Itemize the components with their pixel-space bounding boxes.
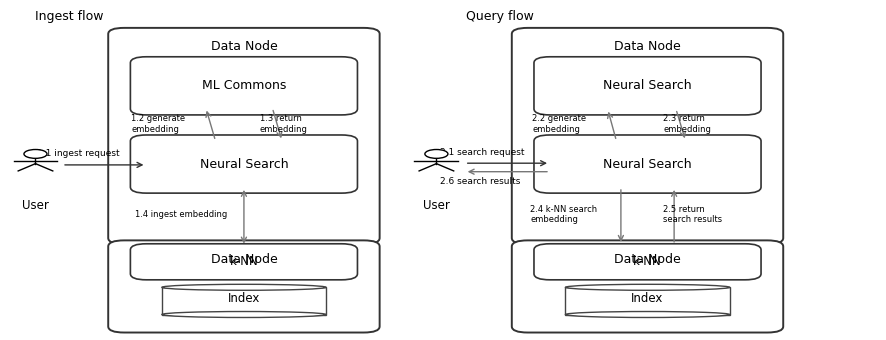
Text: 2.6 search results: 2.6 search results	[439, 177, 520, 186]
Text: k-NN: k-NN	[633, 255, 661, 268]
Text: Neural Search: Neural Search	[602, 157, 691, 171]
FancyBboxPatch shape	[533, 57, 760, 115]
FancyBboxPatch shape	[130, 57, 357, 115]
Circle shape	[424, 150, 447, 158]
FancyBboxPatch shape	[108, 28, 379, 244]
FancyBboxPatch shape	[533, 135, 760, 193]
Circle shape	[24, 150, 47, 158]
Text: Data Node: Data Node	[613, 253, 680, 266]
Text: 2.3 return
embedding: 2.3 return embedding	[663, 114, 711, 134]
Text: ML Commons: ML Commons	[201, 79, 286, 92]
Ellipse shape	[162, 284, 326, 290]
Text: Neural Search: Neural Search	[199, 157, 288, 171]
Text: Data Node: Data Node	[210, 40, 277, 53]
Ellipse shape	[565, 311, 728, 318]
Polygon shape	[565, 287, 728, 315]
Text: 2.1 search request: 2.1 search request	[439, 148, 524, 157]
Text: 1.2 generate
embedding: 1.2 generate embedding	[131, 114, 185, 134]
Text: 1.1 ingest request: 1.1 ingest request	[37, 149, 120, 158]
Ellipse shape	[162, 311, 326, 318]
Text: Ingest flow: Ingest flow	[35, 10, 104, 23]
Text: 2.2 generate
embedding: 2.2 generate embedding	[532, 114, 586, 134]
FancyBboxPatch shape	[130, 244, 357, 280]
FancyBboxPatch shape	[533, 244, 760, 280]
Text: 2.5 return
search results: 2.5 return search results	[663, 204, 722, 224]
FancyBboxPatch shape	[511, 240, 782, 333]
Text: Index: Index	[631, 292, 663, 305]
Text: Neural Search: Neural Search	[602, 79, 691, 92]
Text: User: User	[423, 199, 449, 212]
FancyBboxPatch shape	[130, 135, 357, 193]
Text: Query flow: Query flow	[465, 10, 533, 23]
Text: User: User	[22, 199, 49, 212]
Ellipse shape	[565, 284, 728, 290]
Text: Data Node: Data Node	[210, 253, 277, 266]
FancyBboxPatch shape	[511, 28, 782, 244]
Text: Index: Index	[228, 292, 260, 305]
Text: 1.4 ingest embedding: 1.4 ingest embedding	[135, 210, 227, 219]
Text: Data Node: Data Node	[613, 40, 680, 53]
Text: 1.3 return
embedding: 1.3 return embedding	[260, 114, 307, 134]
Text: k-NN: k-NN	[229, 255, 258, 268]
Text: 2.4 k-NN search
embedding: 2.4 k-NN search embedding	[530, 204, 597, 224]
FancyBboxPatch shape	[108, 240, 379, 333]
Polygon shape	[162, 287, 326, 315]
